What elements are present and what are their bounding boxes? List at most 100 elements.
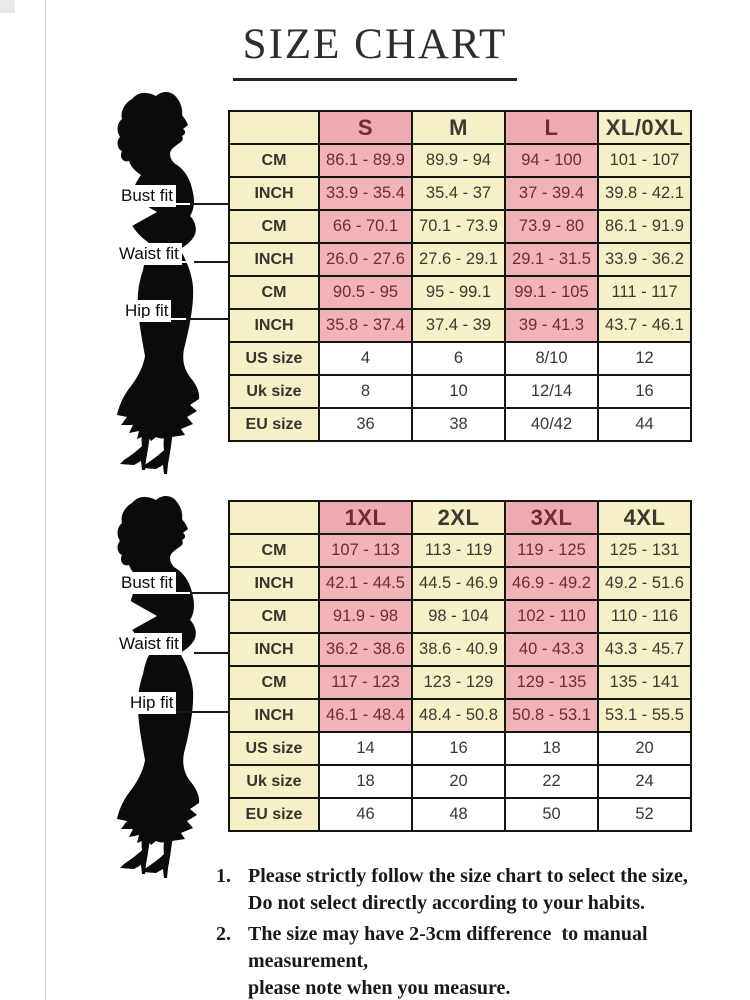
- page-title: SIZE CHART: [232, 20, 518, 81]
- value-cell: 12: [597, 341, 692, 376]
- table-row: CM 90.5 - 95 95 - 99.1 99.1 - 105 111 - 117: [228, 275, 692, 310]
- waist-fit-line: [112, 652, 194, 654]
- value-cell: 33.9 - 36.2: [597, 242, 692, 277]
- value-cell: 46: [318, 797, 413, 832]
- value-cell: 99.1 - 105: [504, 275, 599, 310]
- table-row: EU size 36 38 40/42 44: [228, 407, 692, 442]
- woman-silhouette-icon: [117, 496, 200, 878]
- value-cell: 113 - 119: [411, 533, 506, 568]
- bust-fit-line: [190, 203, 230, 205]
- table-row: INCH 46.1 - 48.4 48.4 - 50.8 50.8 - 53.1 53.…: [228, 698, 692, 733]
- waist-fit-label: Waist fit: [116, 243, 182, 265]
- page-corner-patch: [0, 0, 15, 13]
- title-wrap: SIZE CHART: [0, 20, 750, 81]
- size-column-header: 1XL: [318, 500, 413, 535]
- value-cell: 35.4 - 37: [411, 176, 506, 211]
- value-cell: 35.8 - 37.4: [318, 308, 413, 343]
- note-number: 1.: [216, 865, 231, 887]
- value-cell: 53.1 - 55.5: [597, 698, 692, 733]
- waist-fit-line: [194, 652, 230, 654]
- value-cell: 18: [504, 731, 599, 766]
- value-cell: 8: [318, 374, 413, 409]
- value-cell: 40/42: [504, 407, 599, 442]
- row-label: EU size: [228, 797, 320, 832]
- value-cell: 46.9 - 49.2: [504, 566, 599, 601]
- value-cell: 119 - 125: [504, 533, 599, 568]
- table-row: INCH 36.2 - 38.6 38.6 - 40.9 40 - 43.3 43.3 …: [228, 632, 692, 667]
- value-cell: 18: [318, 764, 413, 799]
- value-cell: 50: [504, 797, 599, 832]
- row-label: INCH: [228, 632, 320, 667]
- row-label: CM: [228, 599, 320, 634]
- value-cell: 43.7 - 46.1: [597, 308, 692, 343]
- value-cell: 29.1 - 31.5: [504, 242, 599, 277]
- row-label: US size: [228, 731, 320, 766]
- value-cell: 44.5 - 46.9: [411, 566, 506, 601]
- row-label: EU size: [228, 407, 320, 442]
- value-cell: 8/10: [504, 341, 599, 376]
- value-cell: 16: [411, 731, 506, 766]
- value-cell: 110 - 116: [597, 599, 692, 634]
- value-cell: 107 - 113: [318, 533, 413, 568]
- waist-fit-line: [194, 261, 230, 263]
- bust-fit-line: [190, 592, 230, 594]
- size-column-header: 2XL: [411, 500, 506, 535]
- corner-cell: [228, 500, 320, 535]
- value-cell: 102 - 110: [504, 599, 599, 634]
- value-cell: 40 - 43.3: [504, 632, 599, 667]
- value-cell: 125 - 131: [597, 533, 692, 568]
- bust-fit-line: [114, 592, 190, 594]
- row-label: Uk size: [228, 764, 320, 799]
- size-table-standard: S M L XL/0XL CM 86.1 - 89.9 89.9 - 94 94 - 100 1…: [228, 110, 692, 442]
- value-cell: 38.6 - 40.9: [411, 632, 506, 667]
- value-cell: 91.9 - 98: [318, 599, 413, 634]
- bust-fit-label: Bust fit: [118, 185, 176, 207]
- note-item: 2. The size may have 2-3cm difference to…: [216, 921, 736, 1000]
- value-cell: 123 - 129: [411, 665, 506, 700]
- waist-fit-label: Waist fit: [116, 633, 182, 655]
- table-row: CM 66 - 70.1 70.1 - 73.9 73.9 - 80 86.1 - 91…: [228, 209, 692, 244]
- value-cell: 6: [411, 341, 506, 376]
- value-cell: 135 - 141: [597, 665, 692, 700]
- value-cell: 111 - 117: [597, 275, 692, 310]
- bust-fit-line: [114, 203, 190, 205]
- hip-fit-line: [112, 318, 186, 320]
- value-cell: 39.8 - 42.1: [597, 176, 692, 211]
- row-label: US size: [228, 341, 320, 376]
- size-column-header: L: [504, 110, 599, 145]
- value-cell: 36.2 - 38.6: [318, 632, 413, 667]
- row-label: Uk size: [228, 374, 320, 409]
- table-row: INCH 33.9 - 35.4 35.4 - 37 37 - 39.4 39.8 - …: [228, 176, 692, 211]
- value-cell: 50.8 - 53.1: [504, 698, 599, 733]
- value-cell: 43.3 - 45.7: [597, 632, 692, 667]
- table-row: Uk size 8 10 12/14 16: [228, 374, 692, 409]
- value-cell: 98 - 104: [411, 599, 506, 634]
- value-cell: 73.9 - 80: [504, 209, 599, 244]
- table-row: EU size 46 48 50 52: [228, 797, 692, 832]
- value-cell: 95 - 99.1: [411, 275, 506, 310]
- value-cell: 37 - 39.4: [504, 176, 599, 211]
- value-cell: 10: [411, 374, 506, 409]
- hip-fit-line: [186, 318, 230, 320]
- value-cell: 38: [411, 407, 506, 442]
- table-row: US size 4 6 8/10 12: [228, 341, 692, 376]
- row-label: INCH: [228, 242, 320, 277]
- value-cell: 24: [597, 764, 692, 799]
- value-cell: 20: [597, 731, 692, 766]
- hip-fit-line: [114, 711, 176, 713]
- table-row: US size 14 16 18 20: [228, 731, 692, 766]
- bust-fit-label: Bust fit: [118, 572, 176, 594]
- size-column-header: XL/0XL: [597, 110, 692, 145]
- value-cell: 89.9 - 94: [411, 143, 506, 178]
- value-cell: 86.1 - 91.9: [597, 209, 692, 244]
- note-number: 2.: [216, 923, 231, 945]
- row-label: CM: [228, 533, 320, 568]
- note-line: Do not select directly according to your…: [248, 892, 646, 914]
- value-cell: 101 - 107: [597, 143, 692, 178]
- hip-fit-label: Hip fit: [127, 692, 177, 714]
- value-cell: 27.6 - 29.1: [411, 242, 506, 277]
- note-line: The size may have 2-3cm difference to ma…: [248, 923, 653, 972]
- value-cell: 48.4 - 50.8: [411, 698, 506, 733]
- waist-fit-line: [112, 261, 194, 263]
